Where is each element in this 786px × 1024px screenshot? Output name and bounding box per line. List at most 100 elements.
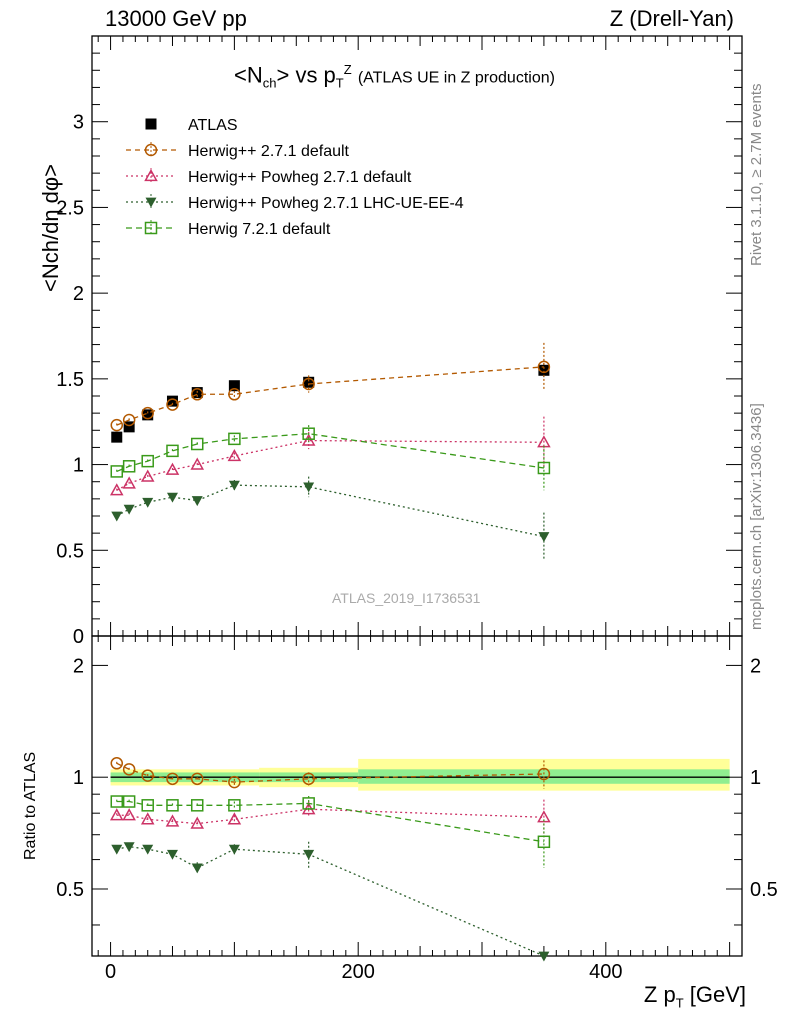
- main-point: [538, 532, 550, 543]
- y-tick-label-main: 3: [73, 112, 84, 134]
- y-tick-label-ratio-right: 2: [750, 655, 761, 677]
- main-point: [538, 364, 550, 376]
- ratio-point: [228, 775, 241, 789]
- header-left: 13000 GeV pp: [105, 6, 247, 31]
- ratio-point: [140, 812, 155, 825]
- x-tick-label: 200: [342, 961, 375, 983]
- ratio-point: [122, 795, 136, 808]
- ratio-point: [191, 863, 203, 874]
- title-mid: > vs p: [276, 62, 336, 88]
- y-tick-label-main: 1: [73, 455, 84, 477]
- main-point: [166, 398, 179, 411]
- main-point: [109, 483, 124, 496]
- ratio-point: [227, 812, 242, 825]
- ratio-line-herwig-powheg-2-7-1-lhc-ue-ee-4: [116, 846, 548, 956]
- ratio-point: [537, 835, 551, 849]
- x-tick-label: 0: [105, 961, 116, 983]
- y-tick-label-ratio-right: 0.5: [750, 879, 778, 901]
- ratio-point: [122, 808, 136, 821]
- y-tick-label-main: 2: [73, 283, 84, 305]
- main-point: [228, 380, 240, 392]
- ratio-point: [142, 844, 154, 855]
- main-point: [227, 448, 242, 462]
- legend-marker: [144, 143, 158, 157]
- ratio-point: [109, 808, 124, 821]
- main-point: [165, 462, 180, 475]
- ratio-point: [166, 772, 179, 786]
- legend-marker: [145, 118, 157, 130]
- ratio-point: [303, 849, 315, 860]
- header-right: Z (Drell-Yan): [609, 6, 734, 31]
- main-point: [110, 418, 124, 432]
- main-point: [301, 433, 316, 446]
- ratio-point: [302, 772, 315, 786]
- legend-label: Herwig++ 2.7.1 default: [188, 143, 350, 160]
- main-point: [228, 432, 241, 446]
- main-point: [537, 360, 551, 374]
- legend-marker: [145, 197, 157, 208]
- ratio-point: [190, 816, 205, 829]
- title-sup2: Z: [343, 62, 352, 77]
- legend-marker: [144, 221, 158, 235]
- ratio-point: [110, 795, 124, 808]
- ratio-point: [123, 842, 135, 853]
- y-tick-label-main: 1.5: [56, 369, 84, 391]
- legend-label: Herwig++ Powheg 2.7.1 LHC-UE-EE-4: [188, 195, 464, 212]
- main-point: [122, 476, 136, 489]
- ratio-point: [141, 769, 154, 782]
- y-tick-label-main: 0: [73, 626, 84, 648]
- main-point: [110, 465, 124, 478]
- ratio-point: [302, 797, 315, 810]
- main-line-herwig-7-2-1-default: [116, 433, 544, 473]
- main-line-herwig-2-7-1-default: [116, 366, 544, 426]
- plot-title: <Nch> vs pTZ (ATLAS UE in Z production): [234, 62, 555, 91]
- main-point: [166, 395, 178, 407]
- title-suffix: (ATLAS UE in Z production): [357, 69, 555, 87]
- main-point: [190, 388, 204, 401]
- main-line-herwig-powheg-2-7-1-default: [116, 439, 544, 491]
- main-point: [303, 376, 315, 388]
- ratio-point: [122, 763, 136, 776]
- y-axis-label-main-text: <Nch/dη dφ>: [38, 163, 63, 292]
- main-point: [191, 496, 203, 507]
- x-axis-label: Z pT [GeV]: [644, 982, 746, 1010]
- title-sub: ch: [262, 75, 277, 91]
- ratio-point: [141, 799, 154, 812]
- x-tick-label: 400: [589, 961, 622, 983]
- y-axis-label-ratio-text: Ratio to ATLAS: [22, 751, 39, 860]
- rivet-version-label: Rivet 3.1.10, ≥ 2.7M events: [748, 83, 765, 267]
- main-point: [190, 457, 205, 470]
- ratio-line-herwig-7-2-1-default: [116, 800, 545, 843]
- x-axis-label-text: Z p: [643, 982, 676, 1007]
- y-tick-label-main: 0.5: [56, 540, 84, 562]
- main-point: [303, 482, 315, 493]
- ratio-panel-frame: [91, 635, 743, 957]
- y-axis-label-main: <Nch/dη dφ>: [2, 52, 63, 292]
- ratio-point: [228, 799, 241, 812]
- main-point: [141, 454, 154, 468]
- main-point: [166, 444, 179, 458]
- ratio-point: [538, 951, 550, 962]
- ratio-point: [190, 772, 204, 786]
- main-point: [166, 492, 178, 503]
- legend-label: Herwig 7.2.1 default: [188, 221, 331, 238]
- main-point: [302, 427, 315, 440]
- main-point: [122, 413, 136, 427]
- ratio-line-herwig-powheg-2-7-1-default: [116, 808, 544, 825]
- y-tick-label-main: 2.5: [56, 197, 84, 219]
- main-point: [190, 437, 204, 451]
- legend-label: ATLAS: [188, 117, 238, 134]
- legend-label: Herwig++ Powheg 2.7.1 default: [188, 169, 412, 186]
- main-point: [111, 511, 123, 522]
- legend-marker: [144, 168, 158, 182]
- ratio-point: [166, 799, 179, 812]
- ratio-point: [166, 849, 178, 860]
- ratio-point: [190, 799, 204, 812]
- main-point: [228, 480, 240, 491]
- y-tick-label-ratio-left: 1: [73, 767, 84, 789]
- ratio-point: [537, 767, 551, 781]
- ratio-point: [110, 757, 124, 770]
- main-point: [140, 469, 155, 482]
- title-sub2: T: [335, 75, 344, 91]
